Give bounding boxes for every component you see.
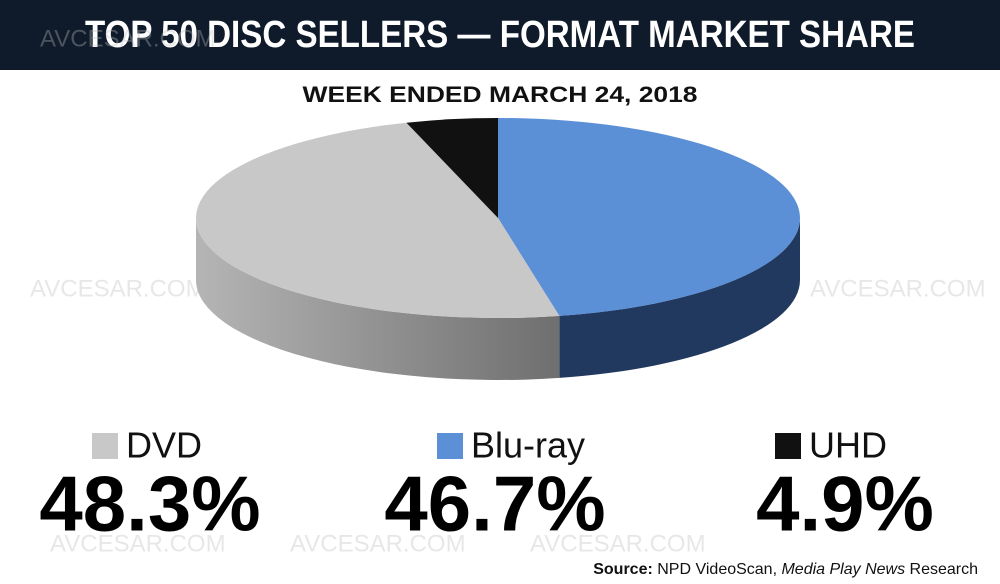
legend-swatch <box>92 433 118 459</box>
value-label: 46.7% <box>384 460 605 548</box>
pie <box>196 118 800 380</box>
value-label: 48.3% <box>39 460 260 548</box>
watermark: AVCESAR.COM <box>290 530 466 557</box>
slice <box>498 118 800 316</box>
legend-swatch <box>437 433 463 459</box>
watermark: AVCESAR.COM <box>40 25 216 52</box>
slice <box>406 118 498 218</box>
slice-side <box>196 218 560 380</box>
title-bar <box>0 0 1000 70</box>
source-note: Source: NPD VideoScan, Media Play News R… <box>593 561 978 578</box>
legend-label: UHD <box>809 425 887 466</box>
source-text: NPD VideoScan, <box>657 561 781 578</box>
source-text: Research <box>905 561 978 578</box>
watermark: AVCESAR.COM <box>50 530 226 557</box>
legend-label: Blu-ray <box>471 425 585 466</box>
slice <box>196 122 560 318</box>
chart-title: TOP 50 DISC SELLERS — FORMAT MARKET SHAR… <box>85 14 915 56</box>
source-label: Source: <box>593 561 653 578</box>
watermark: AVCESAR.COM <box>810 275 986 302</box>
value-label: 4.9% <box>756 460 934 548</box>
legend-label: DVD <box>126 425 202 466</box>
legend-swatch <box>775 433 801 459</box>
chart-subtitle: WEEK ENDED MARCH 24, 2018 <box>303 82 698 107</box>
watermark: AVCESAR.COM <box>530 530 706 557</box>
watermark: AVCESAR.COM <box>30 275 206 302</box>
slice-side <box>559 218 800 378</box>
source-text: Media Play News <box>781 561 905 578</box>
